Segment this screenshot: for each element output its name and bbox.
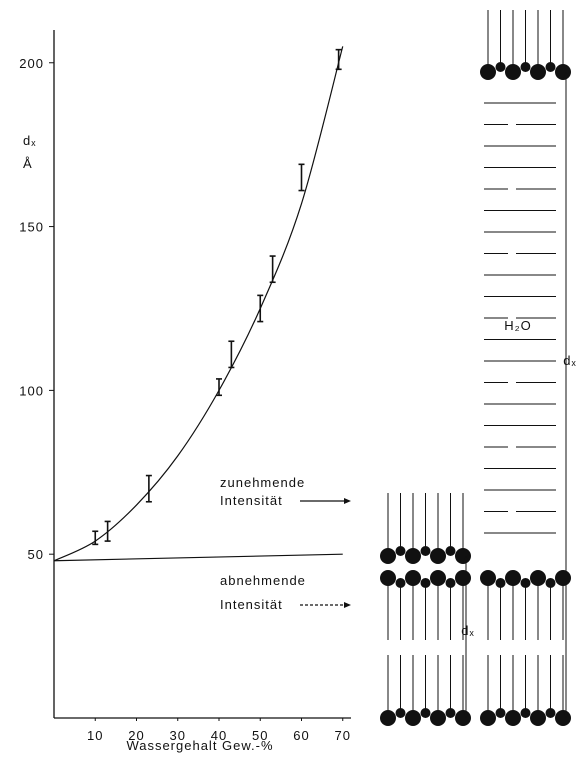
error-bar	[269, 255, 276, 284]
lipid-head	[445, 546, 456, 556]
arrow-head	[563, 712, 569, 718]
y-tick-label: 200	[19, 56, 44, 71]
x-tick-label: 20	[128, 728, 144, 743]
lipid-head	[480, 570, 496, 586]
lipid-head	[455, 710, 471, 726]
lipid-head	[495, 708, 506, 718]
lipid-head	[445, 708, 456, 718]
lipid-head	[505, 570, 521, 586]
fit-curve	[53, 553, 343, 562]
lipid-head	[505, 710, 521, 726]
lipid-head	[430, 710, 446, 726]
lipid-head	[555, 570, 571, 586]
arrow-head	[463, 712, 469, 718]
lipid-head	[480, 710, 496, 726]
y-tick-label: 50	[28, 547, 44, 562]
x-tick-label: 40	[211, 728, 227, 743]
arrow-head	[344, 602, 351, 608]
x-axis-label: Wassergehalt Gew.-%	[126, 738, 273, 753]
spacing-label: dₓ	[461, 623, 475, 638]
arrow-head	[463, 556, 469, 562]
spacing-label: dₓ	[563, 353, 577, 368]
lipid-head	[455, 570, 471, 586]
annotation: Intensität	[220, 493, 283, 508]
lipid-head	[530, 710, 546, 726]
lipid-head	[420, 546, 431, 556]
lipid-head	[455, 548, 471, 564]
lipid-head	[405, 710, 421, 726]
x-tick-label: 70	[335, 728, 351, 743]
lipid-head	[530, 64, 546, 80]
water-label: H₂O	[504, 318, 532, 333]
y-axis-label: dₓ	[23, 133, 37, 148]
error-bar	[335, 48, 342, 71]
annotation: Intensität	[220, 597, 283, 612]
lipid-head	[555, 710, 571, 726]
lipid-head	[480, 64, 496, 80]
lipid-head	[430, 570, 446, 586]
error-bar	[145, 474, 152, 503]
lipid-head	[395, 546, 406, 556]
x-tick-label: 50	[252, 728, 268, 743]
lipid-head	[495, 62, 506, 72]
lipid-head	[380, 570, 396, 586]
error-bar	[104, 520, 111, 542]
lipid-head	[405, 548, 421, 564]
x-tick-label: 10	[87, 728, 103, 743]
annotation: abnehmende	[220, 573, 306, 588]
error-bar	[257, 294, 264, 323]
lipid-head	[545, 62, 556, 72]
lipid-head	[555, 64, 571, 80]
lipid-head	[420, 708, 431, 718]
error-bar	[228, 340, 235, 369]
x-tick-label: 60	[293, 728, 309, 743]
y-tick-label: 100	[19, 383, 44, 398]
error-bar	[216, 378, 222, 397]
lipid-head	[395, 708, 406, 718]
lipid-head	[405, 570, 421, 586]
lipid-head	[505, 64, 521, 80]
lipid-head	[530, 570, 546, 586]
arrow-head	[344, 498, 351, 504]
lipid-head	[380, 710, 396, 726]
lipid-head	[545, 708, 556, 718]
lipid-head	[520, 708, 531, 718]
x-tick-label: 30	[170, 728, 186, 743]
y-axis-unit: Å	[23, 156, 33, 171]
y-tick-label: 150	[19, 220, 44, 235]
lipid-head	[520, 62, 531, 72]
error-bar	[92, 530, 99, 546]
annotation: zunehmende	[220, 475, 305, 490]
error-bar	[298, 163, 305, 192]
lipid-head	[430, 548, 446, 564]
lipid-head	[380, 548, 396, 564]
arrow-head	[563, 72, 569, 78]
